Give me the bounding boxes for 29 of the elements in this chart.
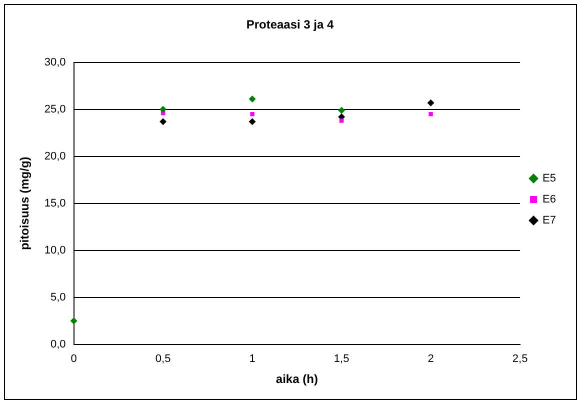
x-tick-label: 0,5 (155, 353, 171, 366)
legend-label: E6 (542, 194, 556, 206)
point (248, 118, 256, 126)
x-tick-label: 2,5 (512, 353, 528, 366)
point (428, 112, 433, 116)
x-axis-title: aika (h) (276, 372, 318, 386)
y-tick-label: 30,0 (44, 56, 66, 68)
y-tick-label: 10,0 (44, 244, 66, 256)
y-axis-title: pitoisuus (mg/g) (18, 156, 32, 250)
point (160, 118, 167, 126)
x-tick-label: 1 (249, 353, 256, 366)
point (160, 106, 167, 113)
x-tick-label: 0 (70, 353, 77, 366)
y-tick-label: 0,0 (50, 338, 66, 350)
point (427, 99, 434, 106)
point (339, 118, 344, 123)
chart-title: Proteaasi 3 ja 4 (246, 18, 334, 32)
x-tick-label: 1,5 (334, 353, 350, 366)
point (250, 112, 254, 116)
point (338, 106, 346, 114)
point (248, 96, 256, 103)
y-tick-label: 20,0 (44, 150, 66, 162)
y-tick-label: 15,0 (44, 197, 66, 210)
legend-label: E5 (542, 172, 556, 185)
x-tick-label: 2 (428, 353, 434, 366)
legend-label: E7 (542, 214, 556, 227)
y-tick-label: 25,0 (44, 103, 66, 116)
y-tick-label: 5,0 (50, 291, 66, 304)
point (70, 317, 78, 324)
